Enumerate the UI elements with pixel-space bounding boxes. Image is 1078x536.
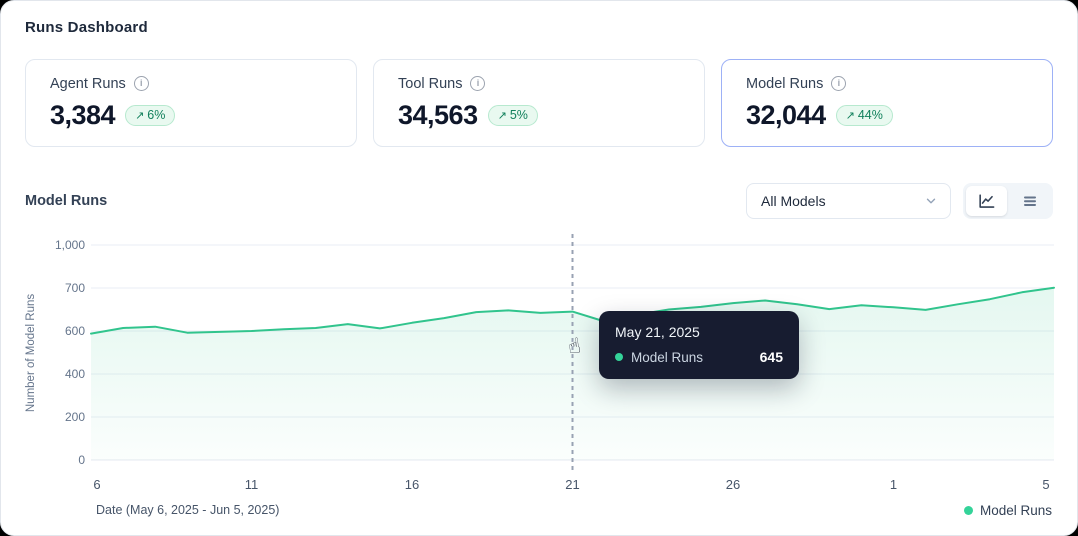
chart-legend: Model Runs	[963, 503, 1052, 518]
trend-up-icon: ↗	[135, 109, 145, 122]
delta-value: 5%	[509, 108, 528, 122]
stat-card-label: Tool Runs	[398, 75, 463, 92]
view-toggle-group	[963, 183, 1053, 219]
delta-badge: ↗ 44%	[835, 104, 893, 126]
model-runs-line	[90, 286, 1055, 335]
delta-badge: ↗ 5%	[487, 104, 538, 126]
x-tick-label: 6	[93, 477, 101, 492]
tooltip-value: 645	[759, 349, 783, 365]
y-tick-label: 600	[64, 324, 85, 338]
table-view-button[interactable]	[1009, 186, 1050, 216]
info-icon[interactable]: i	[470, 76, 486, 91]
tooltip-series-name: Model Runs	[631, 349, 704, 365]
y-tick-label: 0	[78, 453, 85, 467]
chart-tooltip: May 21, 2025 Model Runs 645	[599, 311, 799, 379]
page-title: Runs Dashboard	[25, 19, 148, 36]
x-tick-label: 26	[725, 477, 741, 492]
trend-up-icon: ↗	[497, 109, 507, 122]
tooltip-series-dot-icon	[615, 353, 623, 361]
x-axis-labels: 6 11 16 21 26 1 5	[91, 477, 1054, 493]
x-axis-title: Date (May 6, 2025 - Jun 5, 2025)	[96, 503, 280, 517]
stat-card-value: 32,044	[746, 99, 826, 130]
delta-badge: ↗ 6%	[125, 104, 176, 126]
stat-cards-row: Agent Runs i 3,384 ↗ 6% Tool Runs i 34,56…	[25, 59, 1053, 147]
legend-dot-icon	[963, 506, 973, 515]
delta-value: 6%	[147, 108, 166, 122]
stat-card-label: Agent Runs	[50, 75, 126, 92]
x-tick-label: 1	[889, 477, 898, 492]
tooltip-date: May 21, 2025	[615, 324, 700, 340]
stat-card-value: 3,384	[50, 99, 116, 130]
y-tick-label: 200	[64, 410, 85, 424]
legend-label: Model Runs	[979, 503, 1052, 518]
y-tick-label: 1,000	[54, 238, 85, 252]
chevron-down-icon	[926, 198, 936, 204]
chart-section-header: Model Runs All Models	[25, 183, 1053, 219]
stat-card-agent-runs[interactable]: Agent Runs i 3,384 ↗ 6%	[25, 59, 357, 147]
plot-area[interactable]	[90, 234, 1055, 471]
chart-section-title: Model Runs	[25, 193, 108, 209]
y-tick-label: 400	[64, 367, 85, 381]
line-chart-icon	[979, 193, 995, 208]
x-tick-label: 21	[565, 477, 580, 492]
rows-icon	[1023, 196, 1036, 206]
x-tick-label: 16	[404, 477, 420, 492]
y-axis-labels: 0 200 400 600 700 1,000	[1, 238, 85, 467]
delta-value: 44%	[857, 108, 883, 122]
x-tick-label: 11	[244, 477, 259, 492]
stat-card-model-runs[interactable]: Model Runs i 32,044 ↗ 44%	[721, 59, 1053, 147]
stat-card-label: Model Runs	[746, 75, 824, 92]
stat-card-value: 34,563	[398, 99, 478, 130]
info-icon[interactable]: i	[133, 76, 149, 91]
chart-view-button[interactable]	[966, 186, 1007, 216]
stat-card-tool-runs[interactable]: Tool Runs i 34,563 ↗ 5%	[373, 59, 705, 147]
trend-up-icon: ↗	[845, 109, 855, 122]
model-filter-selected: All Models	[761, 193, 826, 209]
x-tick-label: 5	[1042, 477, 1050, 492]
y-tick-label: 700	[64, 281, 85, 295]
model-filter-dropdown[interactable]: All Models	[746, 183, 951, 219]
info-icon[interactable]: i	[831, 76, 847, 91]
